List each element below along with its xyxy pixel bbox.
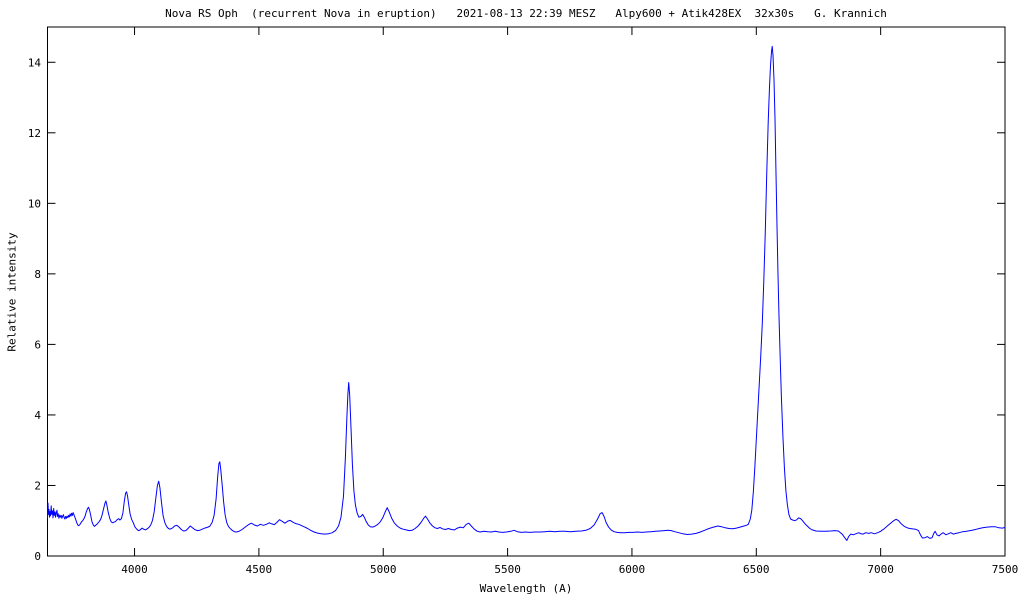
y-tick-label: 8 bbox=[34, 268, 41, 281]
x-axis-title: Wavelength (A) bbox=[479, 582, 573, 595]
y-tick-label: 12 bbox=[28, 127, 41, 140]
x-tick-label: 6500 bbox=[743, 563, 770, 576]
x-tick-label: 4000 bbox=[121, 563, 148, 576]
spectrum-line bbox=[47, 45, 1006, 541]
x-tick-label: 5500 bbox=[494, 563, 521, 576]
chart-title: Nova RS Oph (recurrent Nova in eruption)… bbox=[165, 7, 887, 20]
y-tick-label: 6 bbox=[34, 338, 41, 351]
x-tick-label: 4500 bbox=[246, 563, 273, 576]
y-axis-title: Relative intensity bbox=[5, 232, 19, 352]
x-tick-label: 5000 bbox=[370, 563, 397, 576]
y-tick-label: 10 bbox=[28, 197, 41, 210]
y-tick-label: 14 bbox=[28, 56, 42, 69]
y-tick-label: 0 bbox=[34, 550, 41, 563]
plot-border bbox=[47, 26, 1006, 557]
x-tick-label: 7500 bbox=[992, 563, 1019, 576]
x-tick-label: 7000 bbox=[867, 563, 894, 576]
x-tick-label: 6000 bbox=[619, 563, 646, 576]
y-tick-label: 2 bbox=[34, 479, 41, 492]
y-tick-label: 4 bbox=[34, 409, 41, 422]
